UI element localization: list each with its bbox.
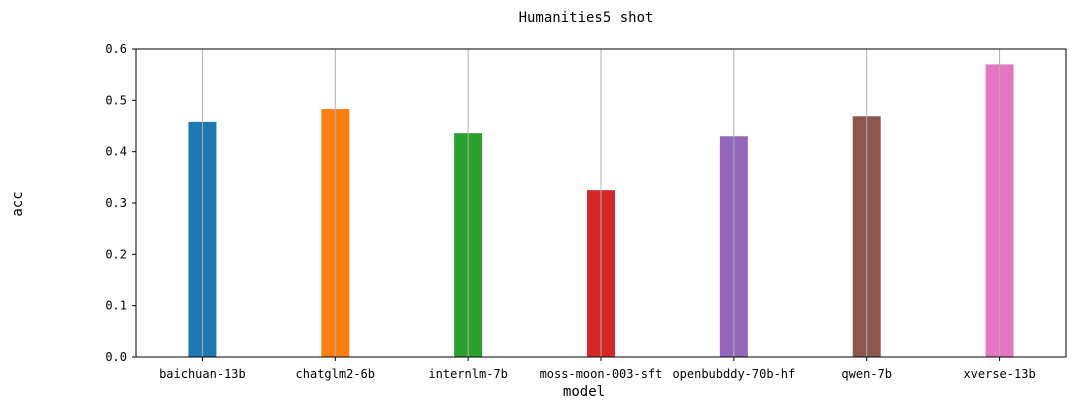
x-tick-label: qwen-7b [841,367,892,381]
x-axis-ticks: baichuan-13b chatglm2-6b internlm-7b moss-m… [159,357,1036,381]
x-axis-label: model [563,384,605,400]
x-tick-label: chatglm2-6b [296,367,375,381]
y-axis-label: acc [10,191,26,216]
y-tick-label: 0.0 [105,350,127,364]
x-tick-label: baichuan-13b [159,367,246,381]
chart-title: Humanities5 shot [519,10,654,26]
x-tick-label: internlm-7b [428,367,507,381]
y-tick-label: 0.4 [105,145,127,159]
x-tick-label: xverse-13b [963,367,1035,381]
y-axis-ticks: 0.0 0.1 0.2 0.3 0.4 0.5 0.6 [105,42,136,364]
x-tick-label: moss-moon-003-sft [540,367,663,381]
y-tick-label: 0.2 [105,247,127,261]
y-tick-label: 0.1 [105,299,127,313]
y-tick-label: 0.3 [105,196,127,210]
y-tick-label: 0.6 [105,42,127,56]
x-tick-label: openbubddy-70b-hf [672,367,795,381]
y-tick-label: 0.5 [105,93,127,107]
grid-lines [201,49,1001,357]
